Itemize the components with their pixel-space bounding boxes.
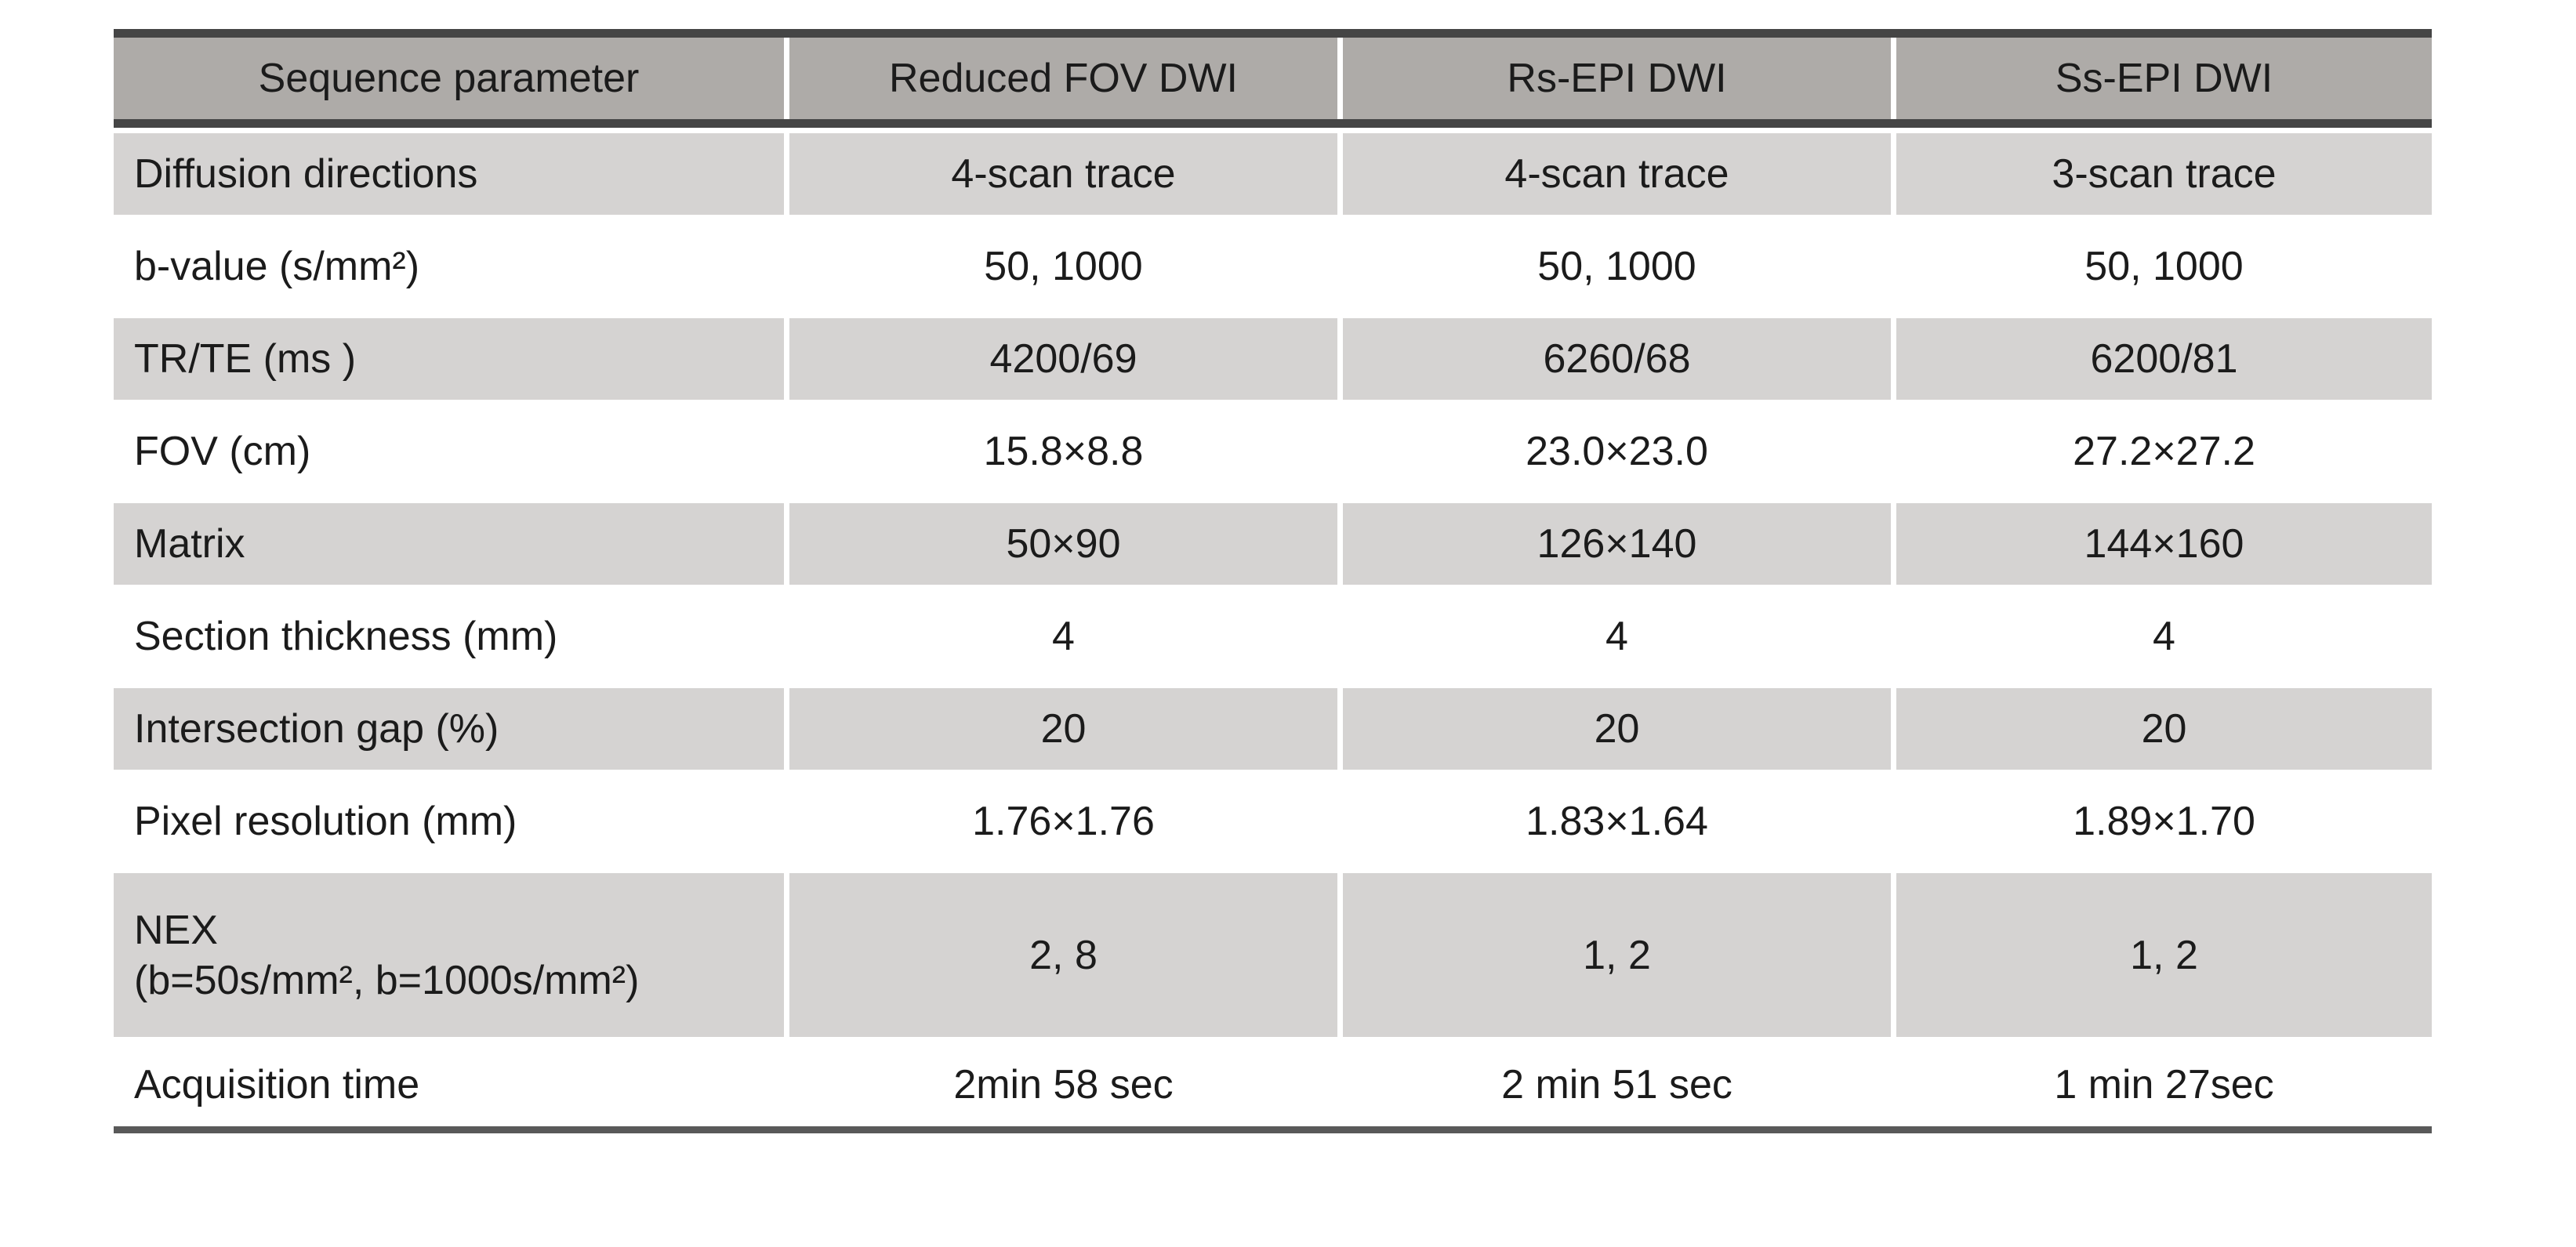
value-cell: 4 <box>1337 590 1891 683</box>
table-row-diffusion-directions: Diffusion directions 4-scan trace 4-scan… <box>114 128 2432 220</box>
value-cell: 23.0×23.0 <box>1337 405 1891 498</box>
value-cell: 4 <box>784 590 1337 683</box>
param-cell: Pixel resolution (mm) <box>134 799 517 844</box>
param-line2: (b=50s/mm², b=1000s/mm²) <box>134 957 640 1003</box>
value-cell: 4-scan trace <box>784 133 1337 215</box>
value-cell: 50, 1000 <box>784 220 1337 313</box>
value-cell: 27.2×27.2 <box>1891 405 2432 498</box>
value-cell: 20 <box>1337 688 1891 770</box>
table-top-rule <box>114 29 2432 38</box>
value-cell: 20 <box>1891 688 2432 770</box>
value-cell: 1 min 27sec <box>1891 1042 2432 1126</box>
table-row-nex: NEX (b=50s/mm², b=1000s/mm²) 2, 8 1, 2 1… <box>114 868 2432 1042</box>
value-cell: 50, 1000 <box>1891 220 2432 313</box>
value-cell: 50×90 <box>784 503 1337 585</box>
value-cell: 1.89×1.70 <box>1891 775 2432 868</box>
value-cell: 1, 2 <box>1891 873 2432 1037</box>
table-row-pixel-resolution: Pixel resolution (mm) 1.76×1.76 1.83×1.6… <box>114 775 2432 868</box>
header-cell-sequence-parameter: Sequence parameter <box>258 56 640 101</box>
param-cell: FOV (cm) <box>134 429 311 474</box>
value-cell: 1.83×1.64 <box>1337 775 1891 868</box>
table-header-row: Sequence parameter Reduced FOV DWI Rs-EP… <box>114 38 2432 119</box>
table-row-acquisition-time: Acquisition time 2min 58 sec 2 min 51 se… <box>114 1042 2432 1126</box>
value-cell: 144×160 <box>1891 503 2432 585</box>
value-cell: 15.8×8.8 <box>784 405 1337 498</box>
value-cell: 1, 2 <box>1337 873 1891 1037</box>
table-row-b-value: b-value (s/mm²) 50, 1000 50, 1000 50, 10… <box>114 220 2432 313</box>
param-line1: NEX <box>134 907 218 953</box>
table-row-section-thickness: Section thickness (mm) 4 4 4 <box>114 590 2432 683</box>
sequence-parameters-table: Sequence parameter Reduced FOV DWI Rs-EP… <box>114 29 2432 1133</box>
table-bottom-rule <box>114 1126 2432 1133</box>
param-cell: Intersection gap (%) <box>134 706 499 752</box>
param-cell: TR/TE (ms ) <box>134 336 357 382</box>
header-cell-reduced-fov-dwi: Reduced FOV DWI <box>784 38 1337 119</box>
param-cell: Acquisition time <box>134 1061 420 1107</box>
value-cell: 4-scan trace <box>1337 133 1891 215</box>
value-cell: 3-scan trace <box>1891 133 2432 215</box>
param-cell: b-value (s/mm²) <box>134 244 420 289</box>
value-cell: 6200/81 <box>1891 318 2432 400</box>
table-row-matrix: Matrix 50×90 126×140 144×160 <box>114 498 2432 590</box>
value-cell: 1.76×1.76 <box>784 775 1337 868</box>
header-bottom-rule <box>114 119 2432 128</box>
value-cell: 4 <box>1891 590 2432 683</box>
value-cell: 20 <box>784 688 1337 770</box>
param-cell: Diffusion directions <box>134 151 478 197</box>
table-row-tr-te: TR/TE (ms ) 4200/69 6260/68 6200/81 <box>114 313 2432 405</box>
header-cell-ss-epi-dwi: Ss-EPI DWI <box>1891 38 2432 119</box>
value-cell: 126×140 <box>1337 503 1891 585</box>
header-cell-rs-epi-dwi: Rs-EPI DWI <box>1337 38 1891 119</box>
value-cell: 2, 8 <box>784 873 1337 1037</box>
value-cell: 2 min 51 sec <box>1337 1042 1891 1126</box>
value-cell: 6260/68 <box>1337 318 1891 400</box>
table-row-fov: FOV (cm) 15.8×8.8 23.0×23.0 27.2×27.2 <box>114 405 2432 498</box>
value-cell: 4200/69 <box>784 318 1337 400</box>
param-cell: Matrix <box>134 521 245 567</box>
param-cell: Section thickness (mm) <box>134 614 558 659</box>
value-cell: 50, 1000 <box>1337 220 1891 313</box>
value-cell: 2min 58 sec <box>784 1042 1337 1126</box>
table-row-intersection-gap: Intersection gap (%) 20 20 20 <box>114 683 2432 775</box>
param-cell: NEX (b=50s/mm², b=1000s/mm²) <box>114 873 784 1037</box>
